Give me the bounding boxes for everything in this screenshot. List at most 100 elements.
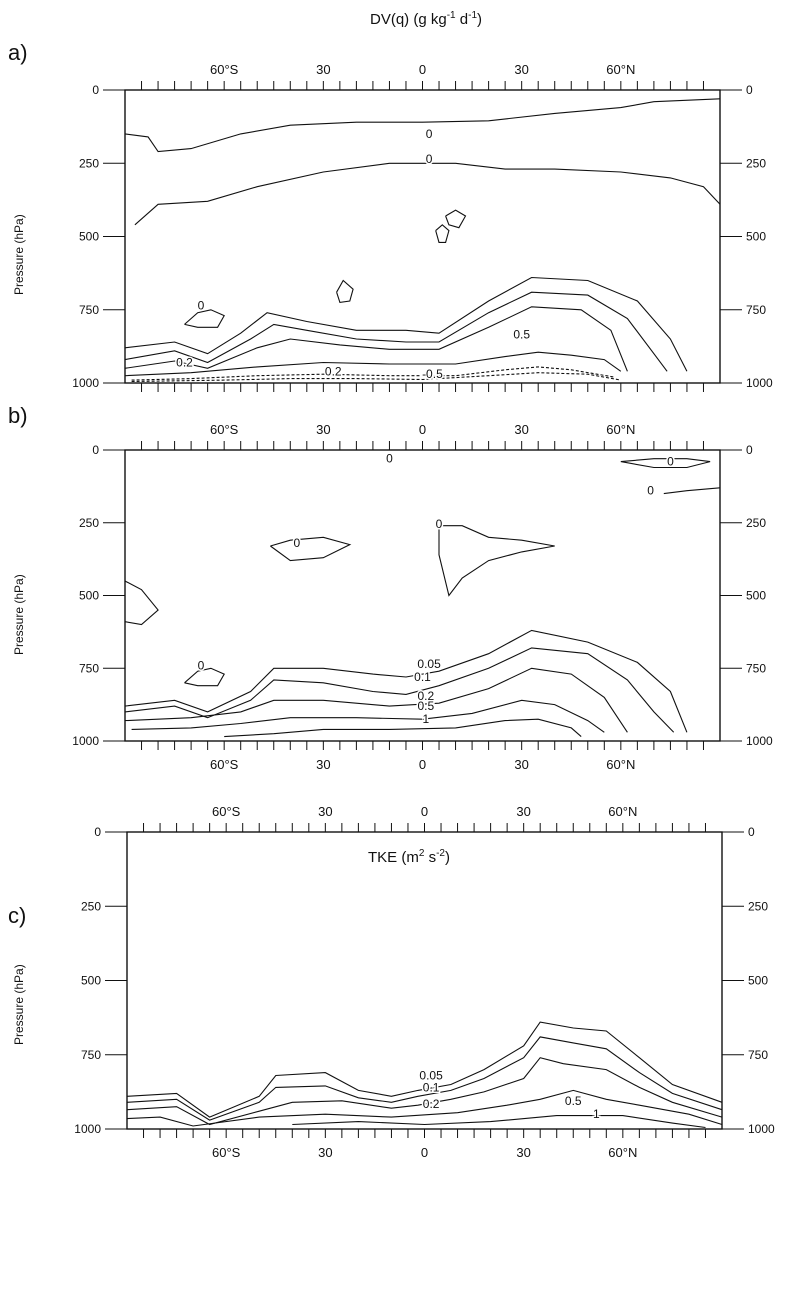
- panel-b-ytick-label-left: 750: [79, 661, 99, 675]
- panel-a-contour-label: 0: [426, 127, 433, 141]
- panel-a-contour-line: [124, 306, 628, 372]
- panel-c-ytick-label-left: 500: [81, 974, 101, 988]
- panel-a-xtick-label-top: 30: [514, 62, 528, 77]
- panel-a-ytick-label-right: 0: [746, 83, 753, 97]
- panel-a-contour-line: [184, 309, 225, 328]
- panel-c-contour-label: 0.05: [419, 1069, 443, 1083]
- panel-c-xtick-label-top: 0: [421, 804, 428, 819]
- panel-c-contour-line: [126, 1036, 723, 1121]
- panel-a-ytick-label-right: 750: [746, 303, 766, 317]
- panel-b-contour-line: [184, 667, 225, 687]
- panel-b-ytick-label-right: 1000: [746, 734, 773, 748]
- panel-b-xtick-label-top: 60°N: [606, 422, 635, 437]
- panel-a-contour-line: [124, 98, 721, 153]
- panel-b-ytick-label-right: 500: [746, 589, 766, 603]
- chart-title-a: DV(q) (g kg-1 d-1): [370, 10, 483, 28]
- panel-a-contour-label: 0.2: [176, 355, 193, 369]
- panel-b-contour-label: 0: [198, 658, 205, 672]
- panel-a-ytick-label-right: 500: [746, 230, 766, 244]
- panel-c-ytick-label-right: 0: [748, 825, 755, 839]
- panel-b-contour-label: 1: [422, 712, 429, 726]
- panel-b-xtick-label-bottom: 0: [419, 757, 426, 772]
- panel-a-xtick-label-top: 60°S: [210, 62, 239, 77]
- chart-title-c: TKE (m2 s-2): [368, 848, 450, 866]
- panel-b-contour-line: [124, 629, 688, 733]
- panel-b-contour-label: 0: [647, 484, 654, 498]
- panel-a-contour-label: 0.5: [513, 328, 530, 342]
- panel-b-contour-line: [124, 647, 675, 733]
- panel-b-contour-line: [620, 458, 711, 469]
- panel-c-ytick-label-left: 250: [81, 899, 101, 913]
- panel-b-contour-line: [224, 718, 582, 738]
- panel-b-ytick-label-left: 0: [92, 443, 99, 457]
- panel-c-xtick-label-bottom: 30: [516, 1145, 530, 1160]
- panel-c-ytick-label-right: 750: [748, 1048, 768, 1062]
- panel-a-contour-label: -0.5: [422, 367, 443, 381]
- panel-b-ytick-label-left: 1000: [72, 734, 99, 748]
- panel-a-contour-line: [131, 366, 615, 381]
- panel-b-contour-label: 0.05: [417, 657, 441, 671]
- panel-b-xtick-label-bottom: 60°S: [210, 757, 239, 772]
- panel-b-contour-line: [131, 699, 605, 733]
- panel-b-xtick-label-top: 0: [419, 422, 426, 437]
- panel-b-contour-line: [124, 667, 628, 733]
- panel-b-ytick-label-left: 500: [79, 589, 99, 603]
- panel-c-contour-label: 0.1: [423, 1080, 440, 1094]
- panel-a-xtick-label-top: 60°N: [606, 62, 635, 77]
- panel-c-ytick-label-right: 500: [748, 974, 768, 988]
- panel-b-ytick-label-right: 750: [746, 661, 766, 675]
- panel-b-contour-line: [270, 536, 352, 562]
- panel-b-contour-label: 0: [667, 455, 674, 469]
- panel-c-ytick-label-right: 1000: [748, 1122, 775, 1136]
- panel-a-contour-line: [435, 224, 450, 243]
- panel-c-contour-line: [292, 1115, 706, 1129]
- panel-c-ytick-label-left: 0: [94, 825, 101, 839]
- panel-a-ytick-label-left: 250: [79, 156, 99, 170]
- panel-b-xtick-label-bottom: 30: [514, 757, 528, 772]
- panel-b-contour-label: 0.2: [417, 689, 434, 703]
- panel-a-contour-label: 0: [426, 152, 433, 166]
- panel-c-xtick-label-bottom: 0: [421, 1145, 428, 1160]
- panel-a-contour-line: [134, 162, 721, 226]
- panel-c-contour-label: 0.2: [423, 1097, 440, 1111]
- panel-a-ytick-label-right: 250: [746, 156, 766, 170]
- panel-a-contour-label: 0: [198, 298, 205, 312]
- panel-a-xtick-label-top: 0: [419, 62, 426, 77]
- panel-a-ytick-label-left: 1000: [72, 376, 99, 390]
- panel-b-contour-line: [438, 525, 555, 597]
- panel-c-xtick-label-top: 60°N: [608, 804, 637, 819]
- panel-b-xtick-label-top: 30: [316, 422, 330, 437]
- panel-c-contour-label: 0.5: [565, 1094, 582, 1108]
- panel-a-contour-label: 0.2: [325, 364, 342, 378]
- panel-b-contour-label: 0.5: [417, 699, 434, 713]
- panel-a-ytick-label-left: 750: [79, 303, 99, 317]
- panel-a-contour-line: [124, 276, 688, 372]
- panel-b-ytick-label-right: 0: [746, 443, 753, 457]
- panel-c-ytick-label-left: 750: [81, 1048, 101, 1062]
- panel-a-contour-line: [445, 209, 467, 229]
- panel-b-contour-label: 0: [386, 452, 393, 466]
- panel-b-xtick-label-top: 60°S: [210, 422, 239, 437]
- panel-b-contour-label: 0: [436, 517, 443, 531]
- panel-b-xtick-label-bottom: 30: [316, 757, 330, 772]
- panel-label-c: c): [8, 903, 27, 928]
- panel-b-contour-line: [663, 487, 721, 495]
- panel-b-ytick-label-right: 250: [746, 516, 766, 530]
- panel-b-xtick-label-bottom: 60°N: [606, 757, 635, 772]
- panel-b-xtick-label-top: 30: [514, 422, 528, 437]
- panel-a-contour-line: [131, 372, 621, 383]
- panel-a-ytick-label-left: 500: [79, 230, 99, 244]
- panel-c-xtick-label-top: 60°S: [212, 804, 241, 819]
- panel-b-ytick-label-left: 250: [79, 516, 99, 530]
- panel-b-contour-line: [124, 580, 159, 626]
- panel-a-ytick-label-right: 1000: [746, 376, 773, 390]
- panel-c-contour-line: [126, 1021, 723, 1118]
- panel-a-xtick-label-top: 30: [316, 62, 330, 77]
- panel-c-xtick-label-bottom: 30: [318, 1145, 332, 1160]
- panel-a-contour-line: [124, 351, 622, 377]
- panel-b-contour-label: 0.1: [414, 670, 431, 684]
- panel-a-contour-line: [124, 291, 668, 372]
- panel-c-contour-line: [126, 1089, 723, 1127]
- panel-a-contour-line: [336, 279, 354, 304]
